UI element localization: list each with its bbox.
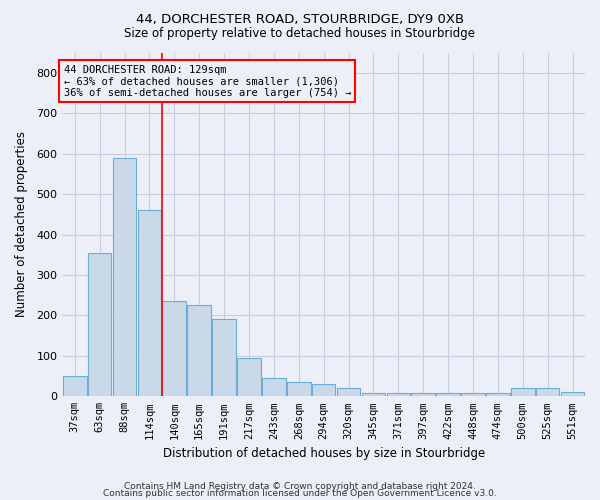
Bar — [137, 210, 161, 396]
Bar — [436, 393, 460, 396]
Bar — [163, 302, 186, 396]
Text: Contains HM Land Registry data © Crown copyright and database right 2024.: Contains HM Land Registry data © Crown c… — [124, 482, 476, 491]
Bar — [536, 388, 559, 396]
Bar — [287, 382, 311, 396]
Y-axis label: Number of detached properties: Number of detached properties — [15, 132, 28, 318]
Text: 44, DORCHESTER ROAD, STOURBRIDGE, DY9 0XB: 44, DORCHESTER ROAD, STOURBRIDGE, DY9 0X… — [136, 12, 464, 26]
Text: Size of property relative to detached houses in Stourbridge: Size of property relative to detached ho… — [125, 28, 476, 40]
Bar — [386, 393, 410, 396]
Bar — [187, 306, 211, 396]
Bar — [561, 392, 584, 396]
Bar — [362, 393, 385, 396]
Text: 44 DORCHESTER ROAD: 129sqm
← 63% of detached houses are smaller (1,306)
36% of s: 44 DORCHESTER ROAD: 129sqm ← 63% of deta… — [64, 64, 351, 98]
Bar — [63, 376, 86, 396]
Bar — [337, 388, 361, 396]
Bar — [511, 388, 535, 396]
Bar — [262, 378, 286, 396]
Bar — [237, 358, 261, 397]
Bar — [412, 393, 435, 396]
Bar — [461, 393, 485, 396]
Bar — [113, 158, 136, 396]
Bar — [312, 384, 335, 396]
X-axis label: Distribution of detached houses by size in Stourbridge: Distribution of detached houses by size … — [163, 447, 485, 460]
Text: Contains public sector information licensed under the Open Government Licence v3: Contains public sector information licen… — [103, 490, 497, 498]
Bar — [88, 252, 112, 396]
Bar — [212, 320, 236, 396]
Bar — [486, 393, 510, 396]
